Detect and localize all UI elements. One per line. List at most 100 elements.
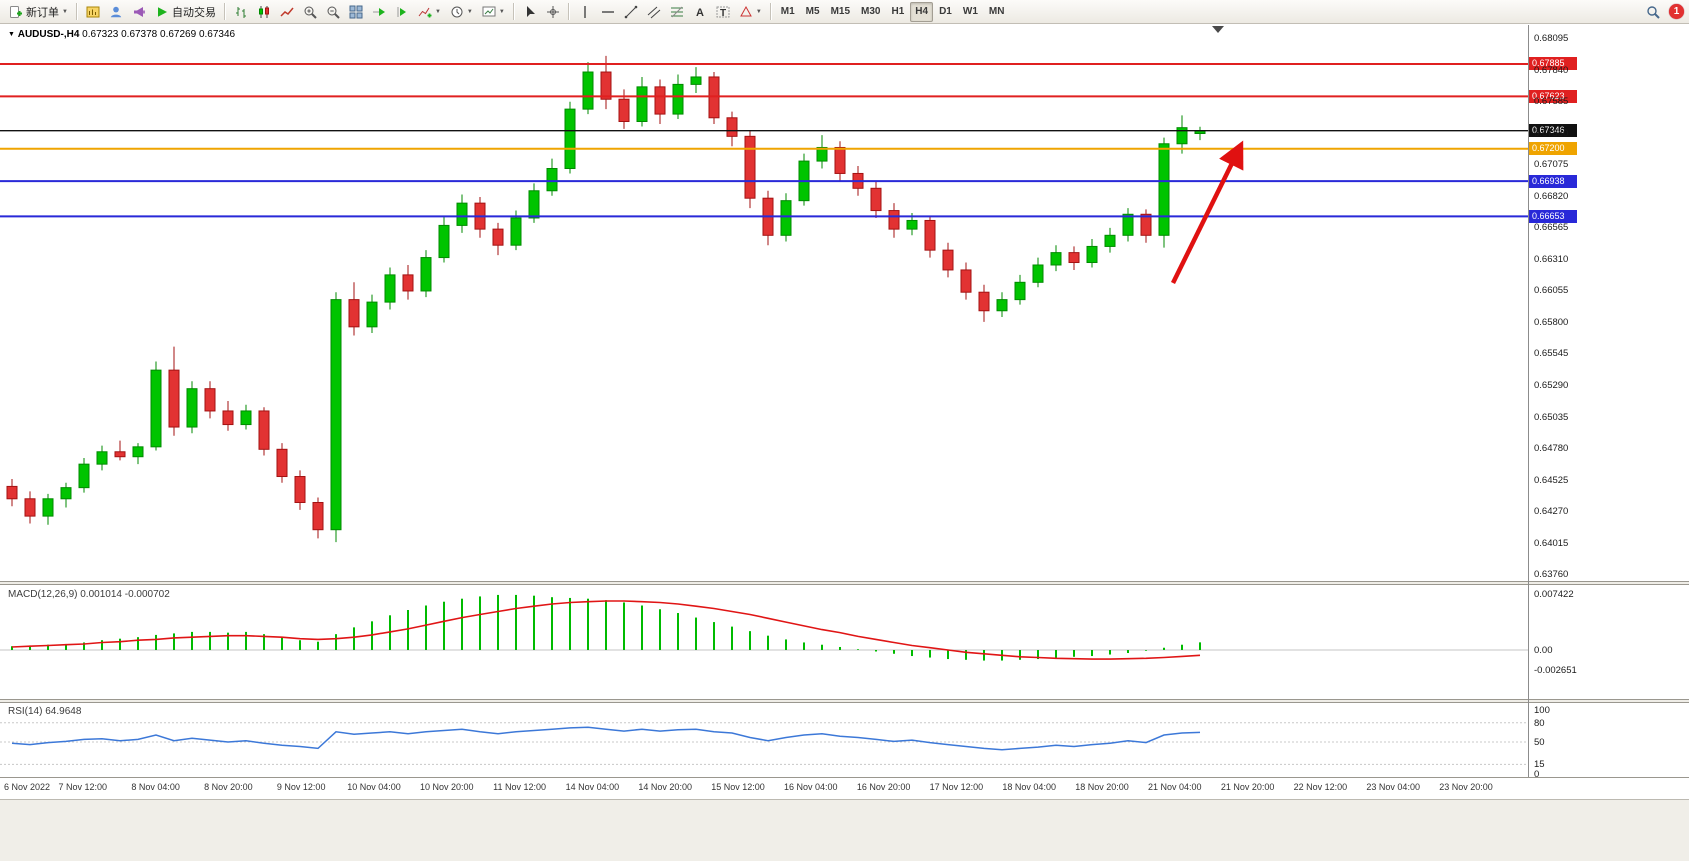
rsi-line <box>11 726 1201 751</box>
candlestick-chart-button[interactable] <box>253 2 275 22</box>
timeframe-button-d1[interactable]: D1 <box>934 2 957 22</box>
candle <box>168 369 180 428</box>
zoom-in-button[interactable] <box>299 2 321 22</box>
candle <box>1032 264 1044 283</box>
candle <box>636 86 648 122</box>
candle <box>942 249 954 271</box>
rsi-pane-splitter[interactable] <box>0 699 1689 703</box>
cursor-arrow-icon <box>526 5 535 17</box>
chart-shift-button[interactable] <box>391 2 413 22</box>
crosshair-button[interactable] <box>542 2 564 22</box>
timeframe-button-h4[interactable]: H4 <box>910 1 934 22</box>
text-tool-button[interactable]: A <box>689 2 711 22</box>
search-icon <box>1647 5 1660 19</box>
tile-windows-button[interactable] <box>345 2 367 22</box>
channel-icon <box>647 6 661 18</box>
toolbar-separator <box>769 3 772 20</box>
candle <box>726 117 738 137</box>
indicators-icon <box>418 7 432 17</box>
candle <box>438 224 450 259</box>
crosshair-icon <box>546 5 559 18</box>
bar-chart-button[interactable] <box>230 2 252 22</box>
candle <box>42 498 54 517</box>
horizontal-line-tool-button[interactable] <box>597 2 619 22</box>
candle <box>150 369 162 448</box>
notification-badge[interactable]: 1 <box>1669 4 1684 19</box>
macd-pane-splitter[interactable] <box>0 581 1689 585</box>
timeframe-button-m5[interactable]: M5 <box>801 2 825 22</box>
candle <box>780 200 792 236</box>
candle <box>996 299 1008 312</box>
shapes-tool-button[interactable]: ▼ <box>735 2 766 22</box>
timeframe-button-m30[interactable]: M30 <box>856 2 885 22</box>
chevron-down-icon: ▼ <box>466 8 473 15</box>
timeframe-button-h1[interactable]: H1 <box>886 2 909 22</box>
candle <box>1140 213 1152 236</box>
candle <box>96 451 108 465</box>
megaphone-icon <box>133 6 145 17</box>
template-icon <box>482 6 496 16</box>
chevron-down-icon: ▼ <box>434 8 441 15</box>
candle <box>294 476 306 503</box>
indicators-button[interactable]: ▼ <box>414 2 445 22</box>
candle <box>492 228 504 246</box>
candle <box>204 388 216 412</box>
bar-chart-icon <box>235 6 246 18</box>
candle <box>654 86 666 115</box>
timeframe-button-m1[interactable]: M1 <box>776 2 800 22</box>
vertical-line-tool-button[interactable] <box>574 2 596 22</box>
candle <box>582 71 594 110</box>
auto-scroll-button[interactable] <box>368 2 390 22</box>
market-watch-button[interactable] <box>105 2 127 22</box>
chevron-down-icon: ▼ <box>755 8 762 15</box>
candle <box>366 301 378 328</box>
clock-icon <box>451 6 463 17</box>
candle <box>114 451 126 458</box>
chart-shift-icon <box>397 6 406 17</box>
trendline-tool-button[interactable] <box>620 2 642 22</box>
alerts-button[interactable] <box>128 2 150 22</box>
search-button[interactable] <box>1642 2 1664 22</box>
toolbar-separator <box>567 3 570 20</box>
timeframe-button-w1[interactable]: W1 <box>958 2 983 22</box>
line-chart-button[interactable] <box>276 2 298 22</box>
auto-scroll-icon <box>372 7 385 16</box>
chevron-down-icon: ▼ <box>498 8 505 15</box>
cursor-button[interactable] <box>519 2 541 22</box>
candle <box>1086 245 1098 264</box>
candle <box>312 501 324 531</box>
market-watch-icon <box>110 6 122 17</box>
zoom-out-button[interactable] <box>322 2 344 22</box>
candle <box>276 448 288 478</box>
candle <box>978 291 990 312</box>
svg-text:A: A <box>696 7 704 19</box>
candle <box>24 498 36 517</box>
new-order-button[interactable]: 新订单 ▼ <box>5 2 72 22</box>
candle <box>258 410 270 450</box>
zoom-in-icon <box>304 6 317 19</box>
candle <box>816 146 828 162</box>
periods-button[interactable]: ▼ <box>446 2 477 22</box>
shapes-icon <box>739 5 752 16</box>
channel-tool-button[interactable] <box>643 2 665 22</box>
fibonacci-tool-button[interactable] <box>666 2 688 22</box>
timeframe-button-m15[interactable]: M15 <box>826 2 855 22</box>
label-tool-button[interactable]: T <box>712 2 734 22</box>
chart-shift-marker[interactable] <box>1212 26 1224 33</box>
charts-profile-button[interactable] <box>82 2 104 22</box>
candlestick-icon <box>258 5 269 18</box>
templates-button[interactable]: ▼ <box>478 2 509 22</box>
auto-trading-button[interactable]: 自动交易 <box>151 2 220 22</box>
candle <box>60 487 72 500</box>
candle <box>132 446 144 458</box>
candle <box>564 108 576 170</box>
auto-trading-label: 自动交易 <box>171 6 216 19</box>
trend-arrow-annotation[interactable] <box>1170 140 1244 284</box>
candle <box>528 190 540 219</box>
candle <box>1050 252 1062 266</box>
timeframe-button-mn[interactable]: MN <box>984 2 1010 22</box>
candle <box>222 410 234 426</box>
line-chart-icon <box>280 7 294 17</box>
candle <box>6 485 18 500</box>
